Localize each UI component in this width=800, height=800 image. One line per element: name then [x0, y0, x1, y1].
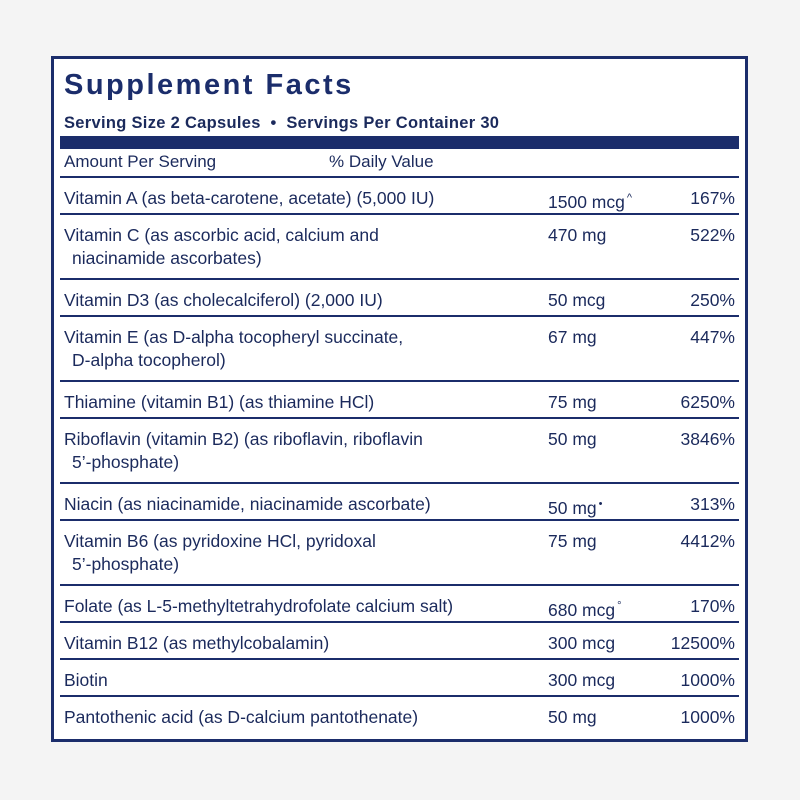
title: Supplement Facts: [64, 69, 354, 101]
amount: 50 mg: [548, 707, 597, 727]
name-line: Biotin: [64, 670, 108, 690]
daily-value: 3846%: [680, 429, 736, 449]
amount: 50 mg: [548, 429, 597, 449]
daily-value: 250%: [690, 290, 735, 310]
serving-size: Serving Size 2 Capsules: [64, 114, 261, 132]
name-line: 5’-phosphate): [72, 452, 180, 472]
nutrient-name: Vitamin E (as D-alpha tocopheryl succina…: [64, 326, 403, 372]
daily-value: 1000%: [680, 707, 736, 727]
daily-value: 447%: [690, 327, 735, 347]
name-line: Pantothenic acid (as D-calcium pantothen…: [64, 707, 419, 727]
daily-value: 167%: [690, 188, 735, 208]
nutrient-row: Vitamin E (as D-alpha tocopheryl succina…: [60, 317, 739, 382]
servings-per-container: Servings Per Container 30: [286, 114, 500, 132]
nutrient-name: Vitamin C (as ascorbic acid, calcium and…: [64, 224, 379, 270]
daily-value: 313%: [690, 494, 735, 514]
daily-value-header: % Daily Value: [329, 152, 434, 171]
daily-value: 170%: [690, 596, 735, 616]
amount-cell: 680 mcg °: [548, 595, 622, 622]
nutrient-row: Pantothenic acid (as D-calcium pantothen…: [60, 697, 739, 732]
nutrient-name: Thiamine (vitamin B1) (as thiamine HCl): [64, 391, 374, 414]
nutrient-row: Vitamin B12 (as methylcobalamin) 300 mcg 1…: [60, 623, 739, 660]
amount: 1500 mcg: [548, 192, 625, 212]
footnote-mark: •: [598, 498, 603, 510]
amount-cell: 75 mg: [548, 530, 597, 553]
amount: 470 mg: [548, 225, 607, 245]
amount-cell: 67 mg: [548, 326, 597, 349]
nutrient-name: Vitamin B6 (as pyridoxine HCl, pyridoxal…: [64, 530, 376, 576]
serving-info: Serving Size 2 Capsules • Servings Per C…: [64, 114, 499, 133]
amount-cell: 470 mg: [548, 224, 606, 247]
name-line: Riboflavin (vitamin B2) (as riboflavin, …: [64, 429, 423, 449]
nutrient-name: Vitamin D3 (as cholecalciferol) (2,000 I…: [64, 289, 383, 312]
amount: 75 mg: [548, 531, 597, 551]
daily-value: 6250%: [680, 392, 736, 412]
amount-cell: 300 mcg: [548, 669, 615, 692]
nutrient-name: Pantothenic acid (as D-calcium pantothen…: [64, 706, 418, 729]
amount-cell: 50 mcg: [548, 289, 605, 312]
amount: 300 mcg: [548, 633, 616, 653]
nutrient-name: Riboflavin (vitamin B2) (as riboflavin, …: [64, 428, 423, 474]
name-line: Niacin (as niacinamide, niacinamide asco…: [64, 494, 431, 514]
name-line: Vitamin C (as ascorbic acid, calcium and: [64, 225, 379, 245]
footnote-mark: °: [617, 600, 622, 612]
name-line: 5’-phosphate): [72, 554, 180, 574]
amount-cell: 50 mg: [548, 428, 597, 451]
nutrient-row: Vitamin A (as beta-carotene, acetate) (5…: [60, 178, 739, 215]
amount-header: Amount Per Serving: [64, 152, 217, 171]
nutrient-row: Folate (as L-5-methyltetrahydrofolate ca…: [60, 586, 739, 623]
daily-value: 522%: [690, 225, 735, 245]
amount-cell: 50 mg •: [548, 493, 603, 520]
nutrient-name: Vitamin A (as beta-carotene, acetate) (5…: [64, 187, 434, 210]
nutrient-name: Folate (as L-5-methyltetrahydrofolate ca…: [64, 595, 453, 618]
footnote-mark: ^: [626, 192, 633, 204]
name-line: Vitamin E (as D-alpha tocopheryl succina…: [64, 327, 404, 347]
amount: 75 mg: [548, 392, 597, 412]
nutrient-name: Niacin (as niacinamide, niacinamide asco…: [64, 493, 431, 516]
amount-cell: 1500 mcg ^: [548, 187, 632, 214]
nutrient-row: Vitamin D3 (as cholecalciferol) (2,000 I…: [60, 280, 739, 317]
amount: 300 mcg: [548, 670, 616, 690]
amount: 50 mg: [548, 498, 597, 518]
nutrient-row: Vitamin C (as ascorbic acid, calcium and…: [60, 215, 739, 280]
amount-cell: 75 mg: [548, 391, 597, 414]
name-line: Folate (as L-5-methyltetrahydrofolate ca…: [64, 596, 454, 616]
name-line: niacinamide ascorbates): [72, 248, 262, 268]
daily-value: 12500%: [670, 633, 735, 653]
amount-cell: 300 mcg: [548, 632, 615, 655]
name-line: Thiamine (vitamin B1) (as thiamine HCl): [64, 392, 375, 412]
daily-value: 1000%: [680, 670, 736, 690]
amount: 50 mcg: [548, 290, 606, 310]
nutrient-row: Biotin 300 mcg 1000%: [60, 660, 739, 697]
nutrient-row: Thiamine (vitamin B1) (as thiamine HCl) 7…: [60, 382, 739, 419]
amount: 67 mg: [548, 327, 597, 347]
amount: 680 mcg: [548, 600, 616, 620]
amount-cell: 50 mg: [548, 706, 597, 729]
name-line: Vitamin B6 (as pyridoxine HCl, pyridoxal: [64, 531, 376, 551]
daily-value: 4412%: [680, 531, 736, 551]
name-line: D-alpha tocopherol): [72, 350, 226, 370]
thick-rule: [60, 136, 739, 149]
nutrient-name: Vitamin B12 (as methylcobalamin): [64, 632, 329, 655]
bullet: •: [270, 114, 277, 132]
header-rule: [60, 176, 739, 178]
nutrient-name: Biotin: [64, 669, 108, 692]
supplement-facts-panel: Supplement Facts Serving Size 2 Capsules…: [51, 56, 748, 742]
name-line: Vitamin D3 (as cholecalciferol) (2,000 I…: [64, 290, 383, 310]
nutrient-row: Riboflavin (vitamin B2) (as riboflavin, …: [60, 419, 739, 484]
nutrient-row: Niacin (as niacinamide, niacinamide asco…: [60, 484, 739, 521]
nutrient-row: Vitamin B6 (as pyridoxine HCl, pyridoxal…: [60, 521, 739, 586]
name-line: Vitamin B12 (as methylcobalamin): [64, 633, 330, 653]
name-line: Vitamin A (as beta-carotene, acetate) (5…: [64, 188, 435, 208]
